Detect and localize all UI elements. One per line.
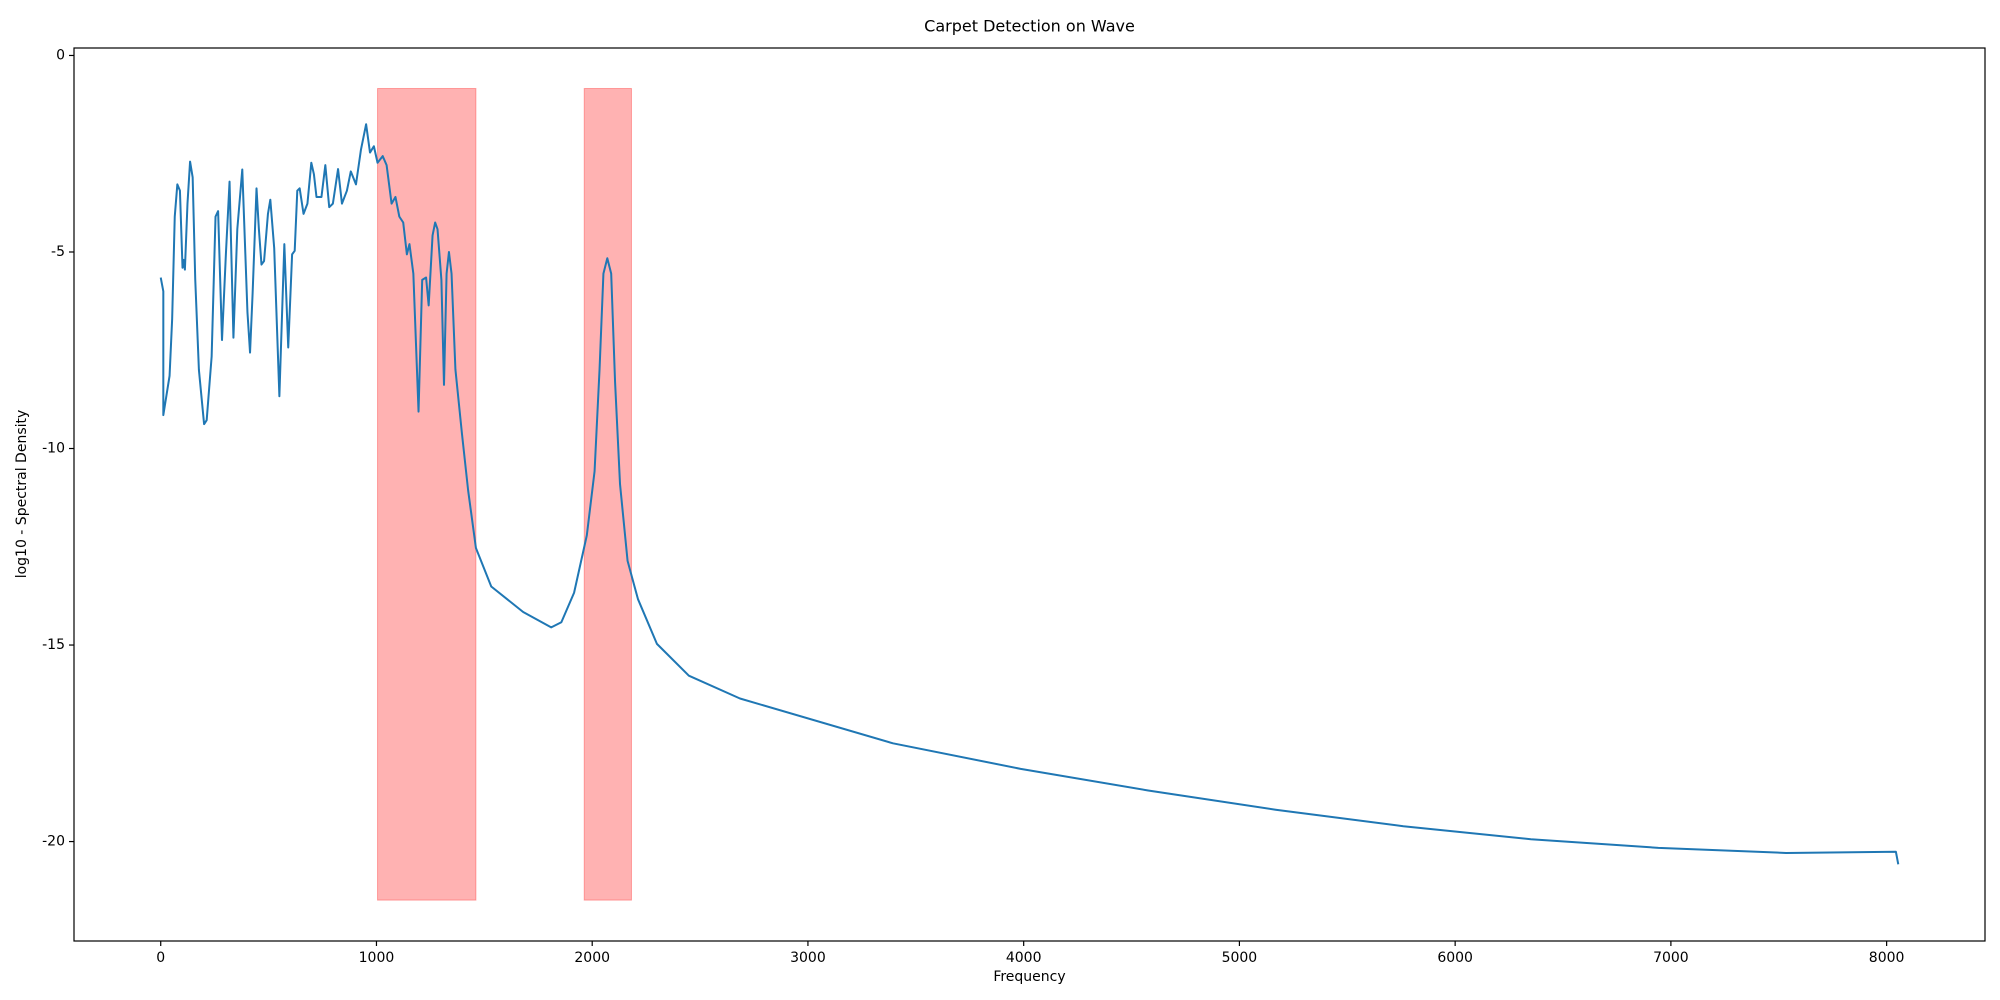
x-tick-label: 2000: [574, 950, 610, 966]
x-tick-label: 0: [156, 950, 165, 966]
y-tick-label: -15: [42, 637, 65, 653]
y-axis-label: log10 - Spectral Density: [14, 410, 30, 579]
highlight-span: [377, 87, 477, 901]
x-tick-label: 6000: [1437, 950, 1473, 966]
x-tick-label: 7000: [1653, 950, 1689, 966]
x-tick-label: 5000: [1222, 950, 1258, 966]
x-tick-label: 3000: [790, 950, 826, 966]
x-tick-label: 4000: [1006, 950, 1042, 966]
plot-frame: [73, 47, 1986, 942]
chart-title: Carpet Detection on Wave: [924, 17, 1135, 36]
y-tick-label: 0: [56, 47, 65, 63]
spectrum-line: [159, 123, 1900, 865]
x-tick-label: 1000: [359, 950, 395, 966]
y-tick-label: -10: [42, 441, 65, 457]
x-tick-label: 8000: [1869, 950, 1905, 966]
x-axis-label: Frequency: [993, 969, 1065, 985]
y-tick-label: -20: [42, 834, 65, 850]
y-tick-label: -5: [51, 244, 65, 260]
